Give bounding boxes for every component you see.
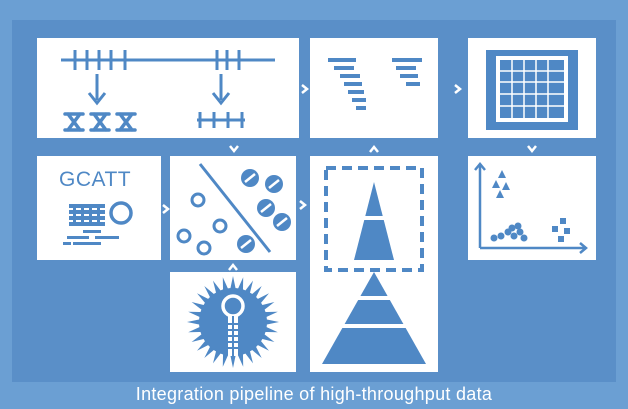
- arrow-digest-to-clustering: [228, 142, 240, 154]
- data-matrix-icon: [486, 50, 578, 130]
- arrow-alignment-to-matrix: [452, 82, 464, 94]
- arrow-matrix-to-scatter: [526, 142, 538, 154]
- panel-clustering: [170, 156, 296, 260]
- scatter-plot-icon: [474, 162, 588, 254]
- arrow-digest-to-alignment: [299, 82, 311, 94]
- rna-hairpin-icon: [187, 276, 279, 368]
- panel-scatter-plot: [468, 156, 596, 260]
- panel-rna-hairpin: [170, 272, 296, 372]
- arrow-hairpin-to-clustering: [227, 260, 239, 272]
- diagram-frame: GCATT: [12, 20, 616, 382]
- panel-restriction-digest: [37, 38, 299, 138]
- panel-sequencing: GCATT: [37, 156, 161, 260]
- pyramid-icon: [318, 166, 430, 364]
- arrow-clustering-to-pyramid: [297, 198, 309, 210]
- panel-data-matrix: [468, 38, 596, 138]
- arrow-pyramid-to-alignment: [368, 142, 380, 154]
- diagram-caption: Integration pipeline of high-throughput …: [135, 384, 493, 404]
- panel-pyramid: [310, 156, 438, 372]
- sequence-alignment-icon: [328, 58, 422, 110]
- panel-sequence-alignment: [310, 38, 438, 138]
- restriction-digest-icon: [61, 50, 275, 132]
- clustering-icon: [176, 163, 291, 256]
- sequence-label: GCATT: [59, 168, 132, 191]
- arrow-sequencing-to-clustering: [160, 202, 172, 214]
